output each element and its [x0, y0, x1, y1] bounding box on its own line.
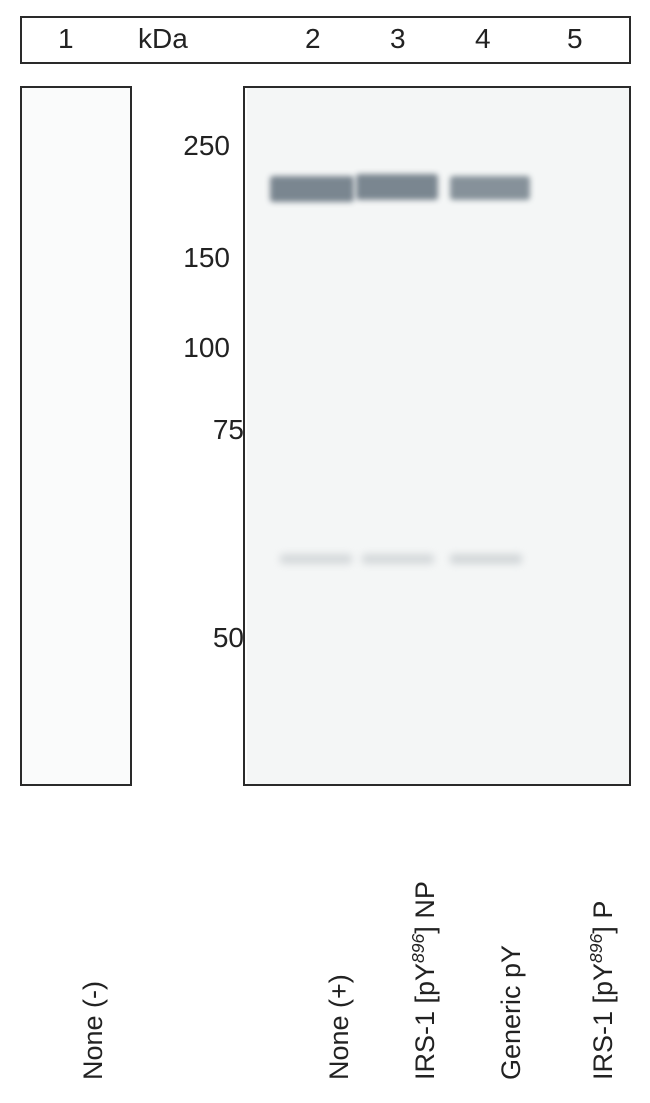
lane-number: 4 — [475, 23, 491, 55]
lane-number: 1 — [58, 23, 74, 55]
blot-band — [356, 174, 438, 200]
blot-band — [270, 176, 354, 202]
lane-condition-label: IRS-1 [pY896] NP — [410, 881, 439, 1080]
blot-band — [450, 176, 530, 200]
blot-left-panel — [22, 88, 132, 784]
lane-number: 3 — [390, 23, 406, 55]
blot-band — [280, 554, 352, 564]
lane-header-bar — [20, 16, 631, 64]
blot-band — [362, 554, 434, 564]
lane-number: 5 — [567, 23, 583, 55]
mw-marker-label: 50 — [184, 622, 244, 654]
lane-number: 2 — [305, 23, 321, 55]
western-blot-figure: 1 kDa 2 3 4 5 250 150 100 75 50 None (-) None (+) IRS… — [0, 0, 650, 1103]
mw-marker-label: 100 — [170, 332, 230, 364]
mw-marker-label: 75 — [184, 414, 244, 446]
lane-condition-label: IRS-1 [pY896] P — [588, 901, 617, 1080]
lane-condition-label: None (+) — [326, 974, 353, 1080]
mw-marker-label: 150 — [170, 242, 230, 274]
lane-condition-label: None (-) — [80, 981, 107, 1080]
blot-band — [450, 554, 522, 564]
lane-condition-label: Generic pY — [498, 945, 525, 1080]
mw-marker-label: 250 — [170, 130, 230, 162]
header-unit-kda: kDa — [138, 23, 188, 55]
